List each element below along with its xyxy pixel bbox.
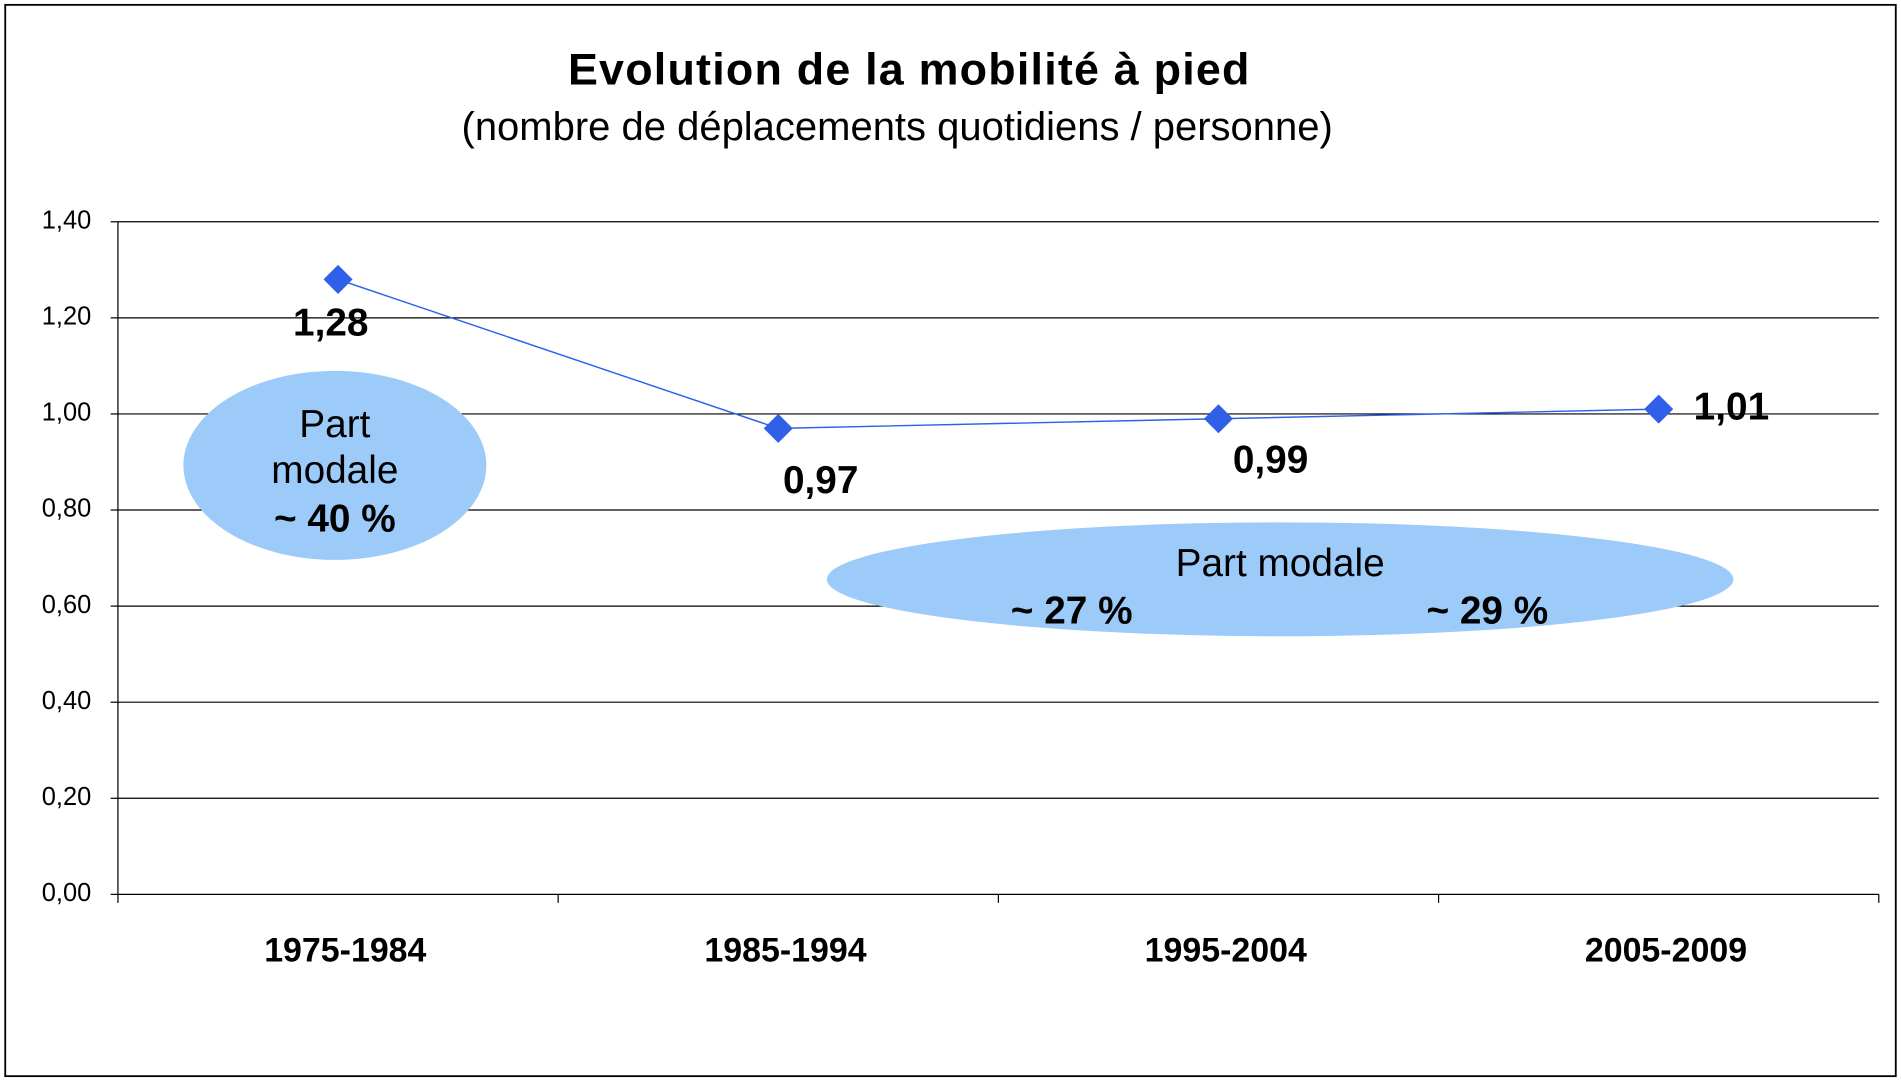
data-label: 0,99 xyxy=(1233,439,1308,482)
data-label: 1,01 xyxy=(1694,385,1769,428)
y-tick-label: 1,00 xyxy=(42,399,92,427)
y-tick-label: 0,60 xyxy=(42,591,92,619)
annotation-bubble xyxy=(183,370,487,560)
annotation: ~ 27 % xyxy=(1011,589,1133,632)
y-tick-label: 0,40 xyxy=(42,687,92,715)
annotation: Part xyxy=(299,403,370,446)
annotation: ~ 40 % xyxy=(274,497,396,540)
data-point xyxy=(1644,394,1674,424)
data-label: 0,97 xyxy=(783,459,858,502)
annotation-bubble xyxy=(826,522,1734,637)
annotation: Part modale xyxy=(1176,542,1385,585)
chart-subtitle: (nombre de déplacements quotidiens / per… xyxy=(462,105,1333,149)
data-point xyxy=(763,413,793,443)
x-tick-label: 1975-1984 xyxy=(264,932,426,970)
y-tick-label: 0,80 xyxy=(42,495,92,523)
x-tick-label: 1995-2004 xyxy=(1145,932,1307,970)
annotation: modale xyxy=(271,449,398,492)
y-tick-label: 0,00 xyxy=(42,879,92,907)
annotation: ~ 29 % xyxy=(1426,589,1548,632)
y-tick-label: 1,40 xyxy=(42,206,92,234)
y-tick-label: 0,20 xyxy=(42,783,92,811)
data-line xyxy=(337,278,1659,430)
data-label: 1,28 xyxy=(293,302,368,345)
chart-title: Evolution de la mobilité à pied xyxy=(568,44,1251,95)
y-tick-label: 1,20 xyxy=(42,303,92,331)
x-tick-label: 2005-2009 xyxy=(1585,932,1747,970)
data-point xyxy=(1203,404,1234,434)
x-tick-label: 1985-1994 xyxy=(704,932,866,970)
data-point xyxy=(323,264,353,294)
